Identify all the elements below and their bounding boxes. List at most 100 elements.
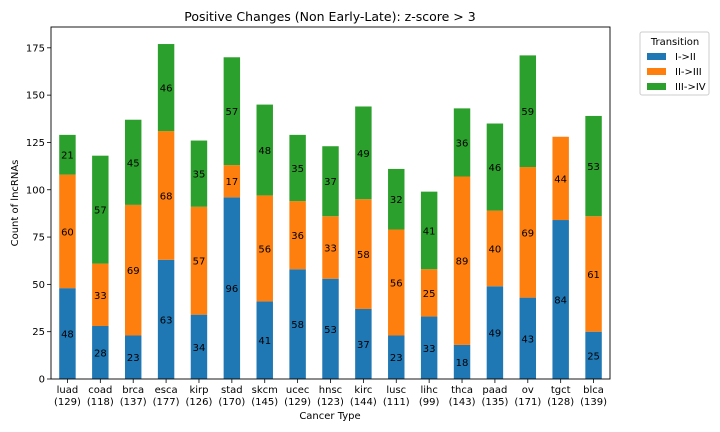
bar-kirp-series-1: [190, 206, 208, 315]
data-label-kirc-series-0: 37: [357, 340, 370, 351]
data-label-brca-series-2: 45: [127, 158, 140, 169]
data-label-esca-series-1: 68: [160, 191, 173, 202]
data-label-skcm-series-1: 56: [258, 244, 271, 255]
data-label-hnsc-series-1: 33: [324, 243, 337, 254]
data-label-skcm-series-0: 41: [258, 336, 271, 347]
y-tick-label: 125: [26, 138, 45, 149]
bar-ucec-series-0: [289, 269, 306, 379]
y-tick-label: 25: [32, 327, 45, 338]
data-label-ov-series-0: 43: [521, 334, 534, 345]
y-tick-label: 100: [26, 185, 45, 196]
data-label-ucec-series-2: 35: [291, 164, 304, 175]
bar-blca-series-0: [585, 331, 602, 379]
data-label-paad-series-2: 46: [489, 163, 502, 174]
x-tick-total-stad: (170): [218, 397, 245, 408]
x-tick-total-esca: (177): [153, 397, 180, 408]
bar-kirp-series-2: [190, 140, 208, 207]
x-tick-total-thca: (143): [449, 397, 476, 408]
legend-label-0: I->II: [675, 52, 696, 63]
data-label-esca-series-2: 46: [160, 84, 173, 95]
bar-ov-series-0: [519, 297, 537, 379]
legend-title: Transition: [650, 37, 699, 48]
x-tick-label-luad: luad: [57, 385, 79, 396]
x-tick-total-skcm: (145): [251, 397, 278, 408]
data-label-hnsc-series-2: 37: [324, 177, 337, 188]
bar-coad-series-2: [92, 155, 109, 264]
bar-skcm-series-2: [256, 104, 273, 196]
x-tick-label-thca: thca: [451, 385, 473, 396]
bar-esca-series-2: [157, 44, 175, 132]
data-label-ov-series-2: 59: [521, 107, 534, 118]
data-label-kirp-series-2: 35: [193, 170, 206, 181]
x-tick-label-kirc: kirc: [354, 385, 372, 396]
x-tick-total-kirc: (144): [350, 397, 377, 408]
bar-lusc-series-0: [388, 335, 405, 379]
bar-luad-series-0: [59, 288, 76, 379]
bar-brca-series-2: [124, 119, 142, 205]
bar-coad-series-1: [92, 263, 109, 327]
bar-coad-series-0: [92, 326, 109, 379]
x-tick-total-ucec: (129): [284, 397, 311, 408]
data-label-lihc-series-0: 33: [423, 344, 436, 355]
legend: Transition I->II II->III III->IV: [639, 31, 710, 96]
chart-title: Positive Changes (Non Early-Late): z-sco…: [184, 9, 475, 24]
bar-hnsc-series-1: [322, 216, 339, 279]
bar-tgct-series-1: [552, 136, 569, 221]
y-tick-label: 0: [39, 375, 45, 386]
bar-ucec-series-1: [289, 201, 306, 270]
bars-layer: 48 60 21 28 33 57 23 69 45 63 68 46 34 57 35 96 17 57 41 56…: [59, 44, 602, 379]
data-label-paad-series-1: 40: [489, 244, 502, 255]
y-tick-label: 175: [26, 43, 45, 54]
bar-thca-series-1: [453, 176, 471, 345]
x-tick-total-blca: (139): [580, 397, 607, 408]
data-label-thca-series-2: 36: [456, 138, 469, 149]
bar-blca-series-2: [585, 115, 602, 217]
bar-paad-series-2: [486, 123, 504, 211]
x-tick-label-stad: stad: [221, 385, 243, 396]
data-label-tgct-series-0: 84: [554, 296, 567, 307]
bar-lihc-series-1: [420, 269, 438, 317]
data-label-stad-series-1: 17: [225, 177, 238, 188]
bar-kirp-series-0: [190, 314, 208, 379]
bar-esca-series-1: [157, 131, 175, 260]
bar-blca-series-1: [585, 216, 602, 332]
bar-kirc-series-1: [355, 199, 372, 309]
data-label-kirc-series-1: 58: [357, 250, 370, 261]
data-label-brca-series-0: 23: [127, 353, 140, 364]
y-tick-label: 150: [26, 91, 45, 102]
x-tick-label-skcm: skcm: [252, 385, 278, 396]
y-axis-label: Count of lncRNAs: [10, 160, 21, 247]
data-label-lusc-series-1: 56: [390, 278, 403, 289]
data-label-skcm-series-2: 48: [258, 146, 271, 157]
data-label-blca-series-0: 25: [587, 351, 600, 362]
x-tick-label-kirp: kirp: [189, 385, 208, 396]
data-label-hnsc-series-0: 53: [324, 325, 337, 336]
data-label-lihc-series-1: 25: [423, 289, 436, 300]
data-label-kirp-series-0: 34: [193, 343, 206, 354]
bar-stad-series-1: [223, 165, 241, 198]
data-label-thca-series-0: 18: [456, 358, 469, 369]
bar-lihc-series-0: [420, 316, 438, 379]
y-tick-label: 50: [32, 280, 45, 291]
data-label-kirc-series-2: 49: [357, 149, 370, 160]
bar-hnsc-series-0: [322, 278, 339, 379]
data-label-luad-series-0: 48: [61, 330, 74, 341]
x-tick-total-brca: (137): [120, 397, 147, 408]
x-tick-label-lihc: lihc: [420, 385, 437, 396]
data-label-tgct-series-1: 44: [554, 174, 567, 185]
bar-thca-series-2: [453, 108, 471, 177]
legend-swatch-0: [647, 53, 666, 60]
data-label-coad-series-0: 28: [94, 349, 107, 360]
legend-swatch-2: [647, 83, 666, 90]
bar-lusc-series-2: [388, 168, 405, 230]
legend-label-1: II->III: [675, 67, 702, 78]
data-label-coad-series-2: 57: [94, 206, 107, 217]
legend-label-2: III->IV: [675, 82, 706, 93]
x-tick-total-lihc: (99): [419, 397, 440, 408]
bar-tgct-series-0: [552, 220, 569, 379]
x-tick-label-ucec: ucec: [286, 385, 310, 396]
y-axis: 0 25 50 75 100 125 150 175: [26, 43, 51, 386]
bar-ov-series-2: [519, 55, 537, 168]
data-label-blca-series-1: 61: [587, 270, 600, 281]
bar-skcm-series-1: [256, 195, 273, 302]
